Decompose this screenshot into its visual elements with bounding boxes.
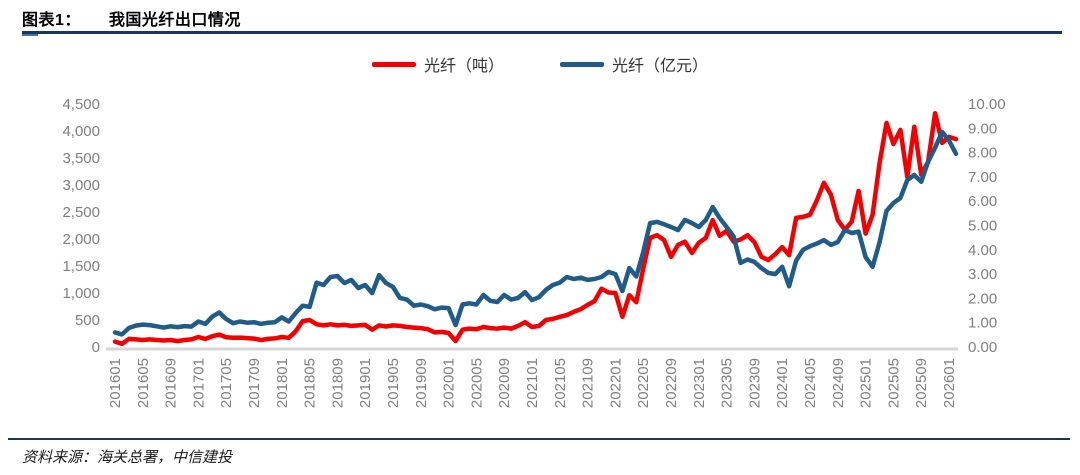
y-axis-right-tick-label: 3.00 — [968, 266, 997, 283]
y-axis-right-tick-label: 7.00 — [968, 169, 997, 186]
y-axis-left-tick-label: 1,000 — [62, 285, 100, 302]
x-axis-tick-label: 202109 — [580, 358, 597, 408]
x-axis-tick-label: 202509 — [913, 358, 930, 408]
x-axis-tick-label: 201905 — [385, 358, 402, 408]
x-axis-tick-label: 201709 — [246, 358, 263, 408]
x-axis-tick-label: 202005 — [468, 358, 485, 408]
legend-label-yuan: 光纤（亿元） — [612, 58, 709, 75]
x-axis-tick-label: 202309 — [746, 358, 763, 408]
red-line-swatch-icon — [371, 61, 416, 67]
x-axis-tick-label: 202009 — [496, 358, 513, 408]
x-axis-tick-label: 202401 — [774, 358, 791, 408]
legend-item-yuan: 光纤（亿元） — [560, 52, 708, 76]
y-axis-left-tick-label: 4,000 — [62, 123, 100, 140]
x-axis-tick-label: 202209 — [663, 358, 680, 408]
source-note: 资料来源：海关总署，中信建投 — [22, 450, 233, 466]
y-axis-right-tick-label: 1.00 — [968, 315, 997, 332]
legend-item-tons: 光纤（吨） — [371, 52, 504, 76]
x-axis-tick-label: 202105 — [552, 358, 569, 408]
x-axis-tick-label: 202205 — [635, 358, 652, 408]
y-axis-right-tick-label: 5.00 — [968, 218, 997, 235]
x-axis-tick-label: 201909 — [413, 358, 430, 408]
y-axis-right-tick-label: 10.00 — [968, 96, 1006, 113]
x-axis-tick-label: 202505 — [885, 358, 902, 408]
blue-line-swatch-icon — [560, 61, 604, 67]
x-axis-tick-label: 201901 — [357, 358, 374, 408]
title-divider — [22, 31, 1062, 36]
y-axis-left-tick-label: 1,500 — [62, 258, 100, 275]
x-axis-tick-label: 201705 — [218, 358, 235, 408]
page-title: 图表1： 我国光纤出口情况 — [22, 6, 1062, 30]
legend-label-tons: 光纤（吨） — [423, 58, 504, 75]
x-axis-tick-label: 201601 — [107, 358, 124, 408]
x-axis-tick-label: 201801 — [274, 358, 291, 408]
footer-divider — [8, 438, 1070, 440]
x-axis-tick-label: 201609 — [163, 358, 180, 408]
y-axis-right-tick-label: 0.00 — [968, 339, 997, 356]
y-axis-left-tick-label: 4,500 — [62, 96, 100, 113]
x-axis-tick-label: 201809 — [329, 358, 346, 408]
chart-header: 图表1： 我国光纤出口情况 — [22, 6, 1062, 30]
y-axis-right-tick-label: 4.00 — [968, 242, 997, 259]
x-axis-tick-label: 202501 — [858, 358, 875, 408]
figure-title: 我国光纤出口情况 — [108, 12, 241, 29]
x-axis-tick-label: 202305 — [719, 358, 736, 408]
x-axis-tick-label: 202001 — [441, 358, 458, 408]
x-axis-tick-label: 202101 — [524, 358, 541, 408]
y-axis-left-tick-label: 3,000 — [62, 177, 100, 194]
x-axis-tick-label: 201605 — [135, 358, 152, 408]
y-axis-right-tick-label: 9.00 — [968, 120, 997, 137]
y-axis-left-tick-label: 500 — [75, 312, 100, 329]
y-axis-right-tick-label: 6.00 — [968, 193, 997, 210]
x-axis-tick-label: 202301 — [691, 358, 708, 408]
x-axis-tick-label: 201805 — [302, 358, 319, 408]
y-axis-right-tick-label: 8.00 — [968, 145, 997, 162]
x-axis-tick-label: 202409 — [830, 358, 847, 408]
x-axis-tick-label: 202601 — [941, 358, 958, 408]
y-axis-left-tick-label: 3,500 — [62, 150, 100, 167]
figure-label: 图表1： — [22, 12, 81, 29]
y-axis-left-tick-label: 2,000 — [62, 231, 100, 248]
title-divider-accent — [22, 34, 38, 36]
y-axis-left-tick-label: 2,500 — [62, 204, 100, 221]
x-axis-tick-label: 202405 — [802, 358, 819, 408]
x-axis-tick-label: 202201 — [607, 358, 624, 408]
chart-legend: 光纤（吨） 光纤（亿元） — [0, 52, 1080, 76]
series-line-fiber-yuan — [112, 129, 959, 337]
y-axis-left-tick-label: 0 — [92, 339, 100, 356]
y-axis-right-tick-label: 2.00 — [968, 290, 997, 307]
x-axis-tick-label: 201701 — [190, 358, 207, 408]
series-line-fiber-tons — [112, 110, 959, 347]
